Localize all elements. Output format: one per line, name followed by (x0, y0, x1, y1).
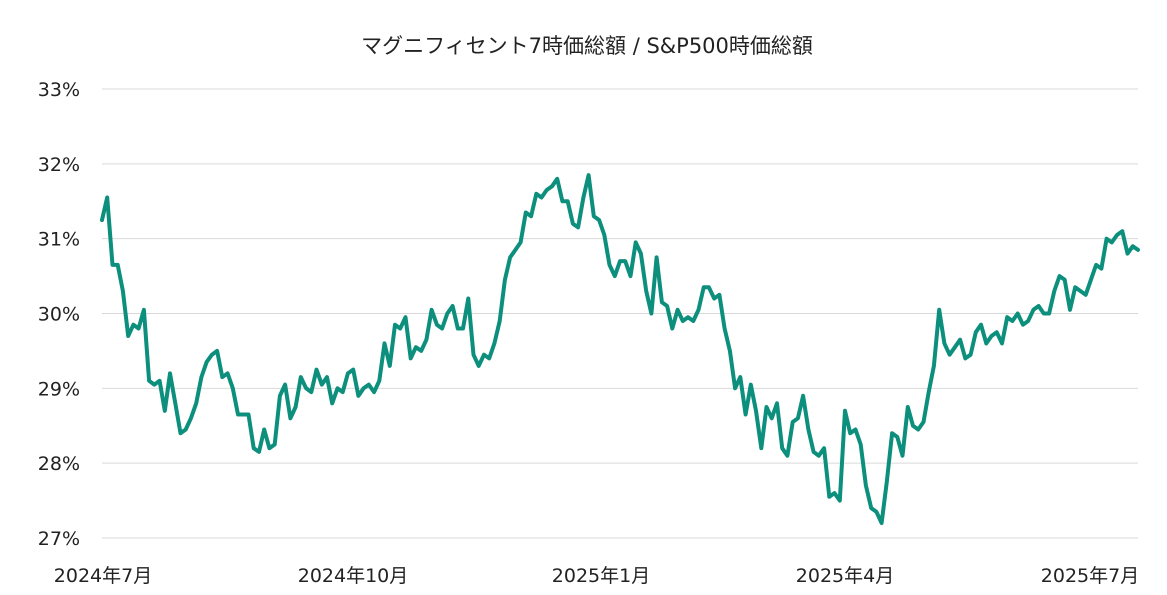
y-tick-label: 27% (38, 528, 80, 550)
y-axis-ticks: 27% 28% 29% 30% 31% 32% 33% (38, 79, 80, 550)
y-tick-label: 33% (38, 79, 80, 101)
gridlines (102, 88, 1138, 539)
y-tick-label: 31% (38, 229, 80, 251)
y-tick-label: 30% (38, 304, 80, 326)
y-tick-label: 29% (38, 378, 80, 400)
y-tick-label: 28% (38, 453, 80, 475)
series-line (100, 173, 1140, 525)
y-tick-label: 32% (38, 154, 80, 176)
x-tick-label: 2025年7月 (1041, 565, 1139, 587)
x-tick-label: 2024年10月 (298, 565, 409, 587)
x-tick-label: 2025年1月 (552, 565, 650, 587)
x-tick-label: 2025年4月 (796, 565, 894, 587)
chart-title: マグニフィセント7時価総額 / S&P500時価総額 (361, 34, 813, 58)
x-axis-ticks: 2024年7月 2024年10月 2025年1月 2025年4月 2025年7月 (54, 565, 1139, 587)
x-tick-label: 2024年7月 (54, 565, 152, 587)
